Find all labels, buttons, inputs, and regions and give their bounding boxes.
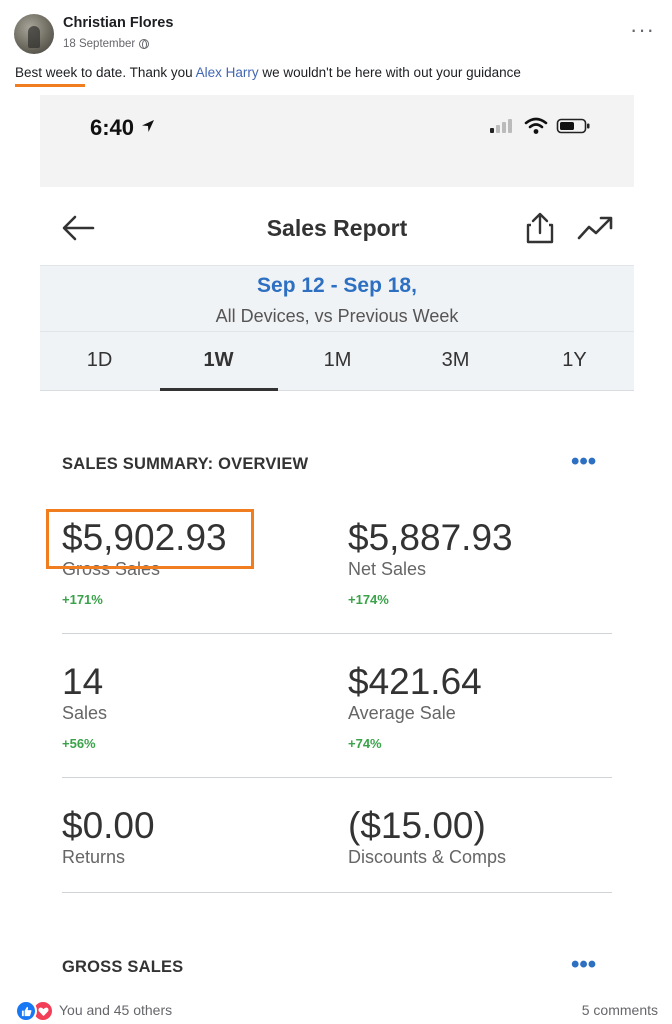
reaction-count[interactable]: You and 45 others — [59, 1002, 173, 1018]
sales-summary-title: SALES SUMMARY: OVERVIEW — [62, 455, 309, 473]
report-nav-bar: Sales Report — [40, 203, 634, 265]
sales-count-label: Sales — [62, 703, 108, 723]
post-text-highlight: Best week — [15, 65, 78, 80]
returns-label: Returns — [62, 847, 126, 867]
returns-metric: $0.00 Returns — [62, 806, 155, 868]
net-sales-metric: $5,887.93 Net Sales +174% — [348, 517, 513, 608]
sales-count-change: +56% — [62, 736, 96, 751]
highlight-underline — [15, 84, 85, 87]
returns-value: $0.00 — [62, 805, 155, 846]
location-arrow-icon — [142, 120, 155, 132]
divider — [62, 892, 612, 893]
tab-1d[interactable]: 1D — [86, 349, 113, 371]
gross-sales-highlight-box — [46, 509, 254, 569]
gross-sales-section-title: GROSS SALES — [62, 958, 184, 976]
average-sale-metric: $421.64 Average Sale +74% — [348, 661, 482, 752]
post-date[interactable]: 18 September — [63, 38, 136, 50]
post-text: Best week to date. Thank you Alex Harry … — [15, 65, 521, 80]
phone-status-bar: 6:40 — [40, 95, 634, 187]
divider — [62, 777, 612, 778]
net-sales-change: +174% — [348, 592, 389, 607]
author-name[interactable]: Christian Flores — [63, 15, 174, 31]
more-options-icon[interactable]: ··· — [630, 17, 655, 42]
average-sale-change: +74% — [348, 736, 382, 751]
period-tabs: 1D 1W 1M 3M 1Y — [40, 332, 634, 391]
status-icons — [488, 117, 592, 135]
divider — [62, 633, 612, 634]
tab-1m[interactable]: 1M — [323, 349, 352, 371]
date-range-panel[interactable]: Sep 12 - Sep 18, All Devices, vs Previou… — [40, 265, 634, 332]
avatar[interactable] — [14, 14, 54, 54]
gross-sales-change: +171% — [62, 592, 103, 607]
gross-sales-value: $5,902.93 — [62, 517, 227, 558]
back-arrow-icon[interactable] — [60, 213, 96, 243]
sales-report-screenshot: 6:40 Sales Report — [40, 95, 634, 980]
reaction-icons[interactable] — [15, 1000, 54, 1022]
average-sale-value: $421.64 — [348, 661, 482, 702]
discounts-label: Discounts & Comps — [348, 847, 507, 867]
post-footer: You and 45 others 5 comments — [0, 990, 672, 1024]
sales-count-value: 14 — [62, 661, 104, 702]
status-time: 6:40 — [90, 115, 156, 141]
average-sale-label: Average Sale — [348, 703, 456, 723]
summary-more-icon[interactable]: ••• — [571, 448, 597, 475]
tab-1y[interactable]: 1Y — [562, 349, 587, 371]
post-text-middle: to date. Thank you — [77, 65, 196, 80]
tab-1w[interactable]: 1W — [159, 332, 278, 391]
post-header: Christian Flores 18 September ··· Best w… — [0, 0, 672, 95]
net-sales-label: Net Sales — [348, 559, 427, 579]
comparison-label: All Devices, vs Previous Week — [215, 306, 459, 326]
post-text-end: we wouldn't be here with out your guidan… — [258, 65, 521, 80]
gross-sales-label: Gross Sales — [62, 559, 161, 579]
wifi-icon — [524, 117, 548, 134]
net-sales-value: $5,887.93 — [348, 517, 513, 558]
comment-count[interactable]: 5 comments — [581, 1002, 658, 1018]
trend-chart-icon[interactable] — [576, 213, 614, 243]
date-range[interactable]: Sep 12 - Sep 18, — [257, 274, 417, 297]
discounts-value: ($15.00) — [348, 805, 486, 846]
signal-icon — [490, 119, 512, 133]
battery-icon — [556, 118, 590, 134]
like-reaction-icon — [15, 1000, 37, 1022]
globe-icon — [139, 39, 150, 49]
sales-count-metric: 14 Sales +56% — [62, 661, 108, 752]
page-title: Sales Report — [266, 215, 408, 241]
tab-3m[interactable]: 3M — [441, 349, 470, 371]
share-icon[interactable] — [524, 211, 556, 245]
gross-sales-more-icon[interactable]: ••• — [571, 951, 597, 978]
post-meta: 18 September — [63, 38, 150, 50]
status-time-text: 6:40 — [90, 115, 135, 140]
gross-sales-metric: $5,902.93 Gross Sales +171% — [62, 517, 227, 608]
discounts-metric: ($15.00) Discounts & Comps — [348, 806, 506, 868]
mention-link[interactable]: Alex Harry — [195, 65, 259, 80]
